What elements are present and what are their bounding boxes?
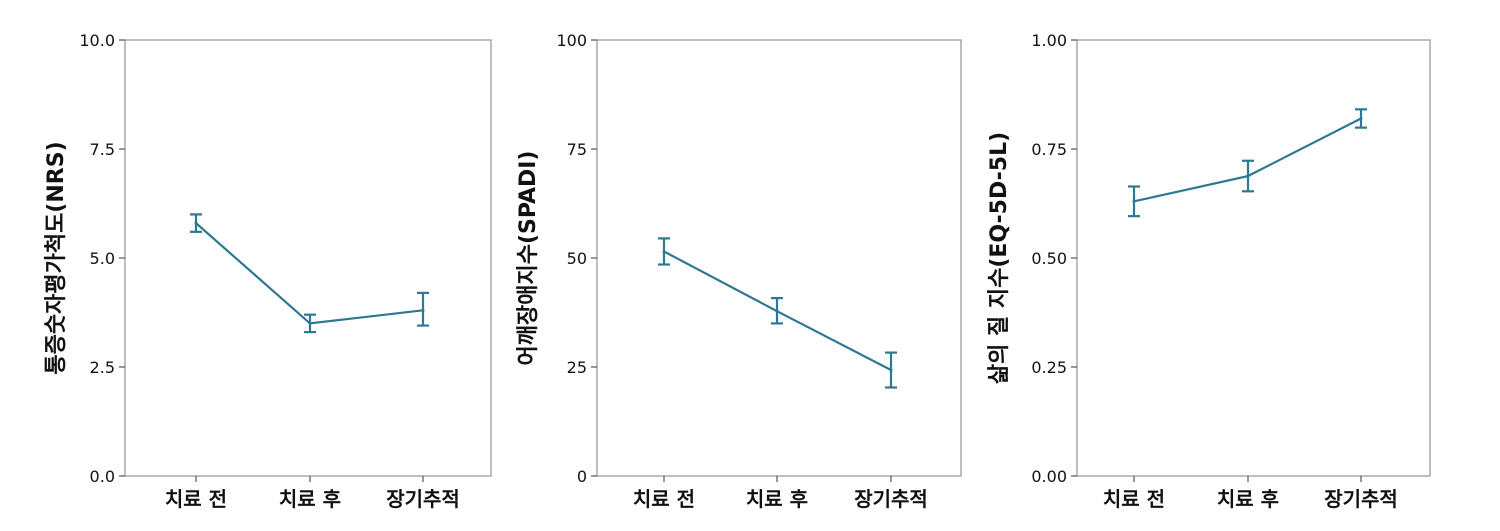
y-tick-label: 0.0 (90, 467, 115, 486)
y-tick-label: 50 (567, 249, 587, 268)
x-tick-label: 치료 전 (165, 487, 227, 511)
panel-nrs: 0.0 2.5 5.0 7.5 10.0 치료 전 치료 후 장기추적 통증숫자평가척도(N… (44, 31, 492, 511)
series (190, 213, 429, 334)
y-tick-label: 75 (567, 140, 587, 159)
x-ticks: 치료 전 치료 후 장기추적 (1103, 476, 1398, 511)
x-tick-label: 치료 후 (279, 487, 341, 511)
data-point (662, 249, 666, 253)
x-tick-label: 장기추적 (854, 487, 928, 511)
y-ticks: 0.0 2.5 5.0 7.5 10.0 (79, 31, 125, 486)
data-point (775, 309, 779, 313)
panel-spadi: 0 25 50 75 100 치료 전 치료 후 장기추적 어깨장애지수(SPADI) (516, 31, 962, 511)
y-tick-label: 25 (567, 358, 587, 377)
x-tick-label: 장기추적 (1324, 487, 1398, 511)
y-tick-label: 10.0 (79, 31, 115, 50)
data-point (421, 308, 425, 312)
data-point (1132, 199, 1136, 203)
y-tick-label: 2.5 (90, 358, 115, 377)
plot-frame (124, 39, 492, 477)
plot-frame (596, 39, 962, 477)
x-tick-label: 치료 전 (633, 487, 695, 511)
x-tick-label: 치료 전 (1103, 487, 1165, 511)
data-point (1246, 174, 1250, 178)
y-tick-label: 7.5 (90, 140, 115, 159)
y-tick-label: 0.00 (1031, 467, 1067, 486)
data-point (1359, 116, 1363, 120)
y-axis-title: 통증숫자평가척도(NRS) (44, 141, 69, 374)
y-tick-label: 0 (577, 467, 587, 486)
x-tick-label: 치료 후 (746, 487, 808, 511)
x-tick-label: 치료 후 (1217, 487, 1279, 511)
x-ticks: 치료 전 치료 후 장기추적 (633, 476, 928, 511)
y-tick-label: 5.0 (90, 249, 115, 268)
series (1128, 108, 1367, 218)
y-ticks: 0 25 50 75 100 (556, 31, 597, 486)
data-point (194, 221, 198, 225)
data-point (308, 321, 312, 325)
y-axis-title: 삶의 질 지수(EQ-5D-5L) (987, 132, 1012, 384)
y-tick-label: 1.00 (1031, 31, 1067, 50)
y-ticks: 0.00 0.25 0.50 0.75 1.00 (1031, 31, 1077, 486)
y-axis-title: 어깨장애지수(SPADI) (516, 151, 541, 366)
y-tick-label: 0.75 (1031, 140, 1067, 159)
x-ticks: 치료 전 치료 후 장기추적 (165, 476, 460, 511)
y-tick-label: 100 (556, 31, 587, 50)
y-tick-label: 0.50 (1031, 249, 1067, 268)
panel-eq5d: 0.00 0.25 0.50 0.75 1.00 치료 전 치료 후 장기추적 삶의 질 지… (987, 31, 1431, 511)
series-line (195, 222, 424, 325)
x-tick-label: 장기추적 (386, 487, 460, 511)
y-tick-label: 0.25 (1031, 358, 1067, 377)
series (658, 237, 897, 389)
data-point (889, 368, 893, 372)
plot-frame (1076, 39, 1431, 477)
